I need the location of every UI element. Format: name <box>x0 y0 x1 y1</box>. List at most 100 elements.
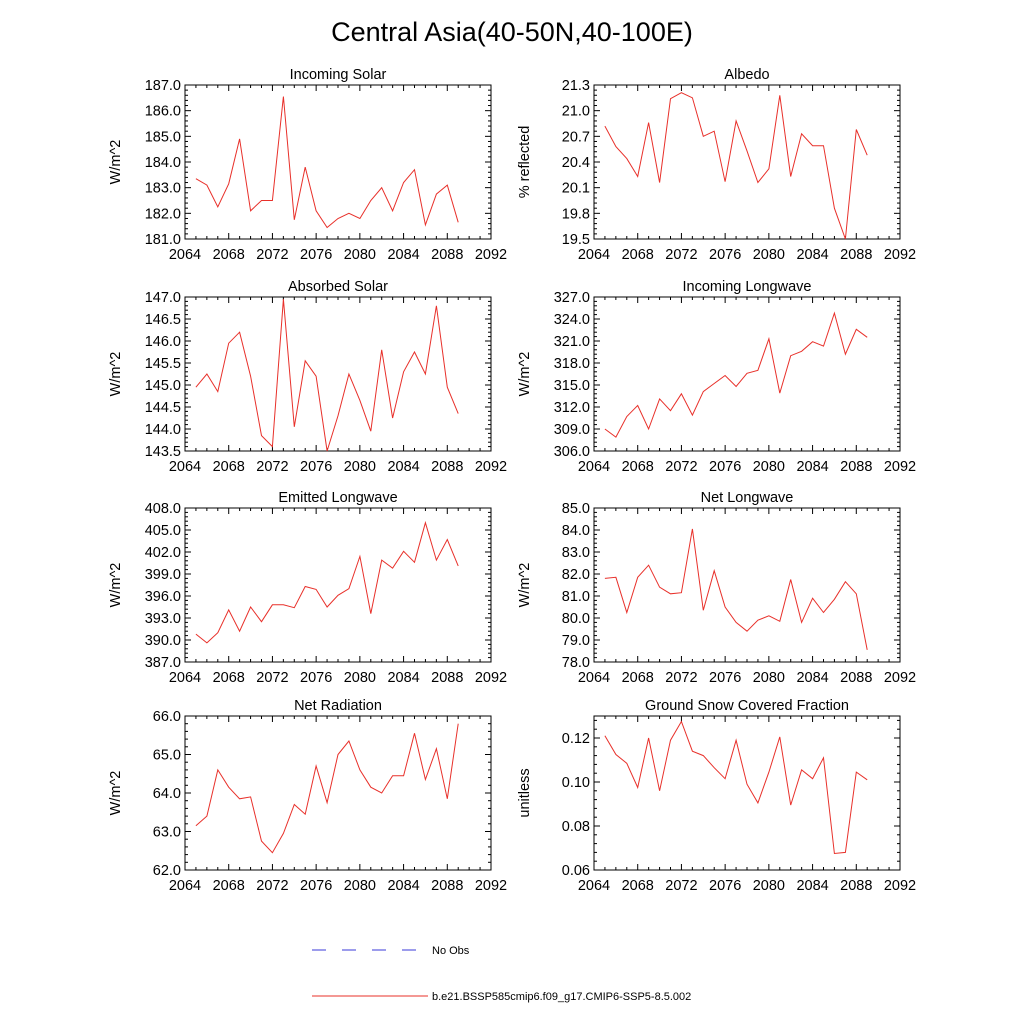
y-tick-label: 399.0 <box>145 567 181 583</box>
series-line-albedo <box>604 92 868 240</box>
y-tick-label: 83.0 <box>562 545 590 561</box>
x-tick-label: 2072 <box>665 459 697 475</box>
y-tick-label: 147.0 <box>145 290 181 306</box>
y-tick-label: 408.0 <box>145 501 181 517</box>
x-tick-label: 2084 <box>387 670 419 686</box>
y-tick-label: 145.0 <box>145 378 181 394</box>
legend-no-obs-label: No Obs <box>432 945 470 957</box>
x-tick-label: 2088 <box>840 878 872 894</box>
y-tick-label: 321.0 <box>554 334 590 350</box>
y-tick-label: 0.12 <box>562 731 590 747</box>
y-tick-label: 20.1 <box>562 181 590 197</box>
series-line-net-longwave <box>604 528 868 650</box>
x-tick-label: 2088 <box>431 878 463 894</box>
panel-title: Net Radiation <box>294 698 382 714</box>
y-axis-label: W/m^2 <box>108 140 124 185</box>
series-line-absorbed-solar <box>195 299 459 452</box>
y-tick-label: 19.8 <box>562 206 590 222</box>
y-tick-label: 390.0 <box>145 633 181 649</box>
x-tick-label: 2068 <box>213 878 245 894</box>
y-tick-label: 144.0 <box>145 422 181 438</box>
x-tick-label: 2072 <box>256 878 288 894</box>
panel-title: Ground Snow Covered Fraction <box>645 698 849 714</box>
x-tick-label: 2092 <box>884 878 916 894</box>
legend-model-label: b.e21.BSSP585cmip6.f09_g17.CMIP6-SSP5-8.… <box>432 991 691 1003</box>
y-tick-label: 20.4 <box>562 155 590 171</box>
panel-emitted-longwave: Emitted Longwave W/m^2 2064 2068 2072 2076 208… <box>108 490 507 686</box>
x-tick-label: 2092 <box>475 878 507 894</box>
y-tick-label: 0.06 <box>562 863 590 879</box>
panel-net-radiation: Net Radiation W/m^2 2064 2068 2072 2076 2080 20… <box>108 698 507 894</box>
y-tick-label: 82.0 <box>562 567 590 583</box>
x-tick-label: 2064 <box>169 247 201 263</box>
y-tick-label: 80.0 <box>562 611 590 627</box>
series-line-incoming-solar <box>195 96 459 229</box>
y-tick-label: 85.0 <box>562 501 590 517</box>
y-tick-label: 19.5 <box>562 232 590 248</box>
y-tick-label: 327.0 <box>554 290 590 306</box>
x-tick-label: 2092 <box>475 670 507 686</box>
y-tick-label: 182.0 <box>145 206 181 222</box>
panel-title: Absorbed Solar <box>288 279 388 295</box>
x-tick-label: 2092 <box>475 459 507 475</box>
x-tick-label: 2076 <box>709 247 741 263</box>
y-axis-label: % reflected <box>517 126 533 199</box>
x-tick-label: 2088 <box>840 459 872 475</box>
y-tick-label: 306.0 <box>554 444 590 460</box>
y-axis-label: W/m^2 <box>108 352 124 397</box>
x-tick-label: 2068 <box>213 459 245 475</box>
x-tick-label: 2064 <box>578 670 610 686</box>
x-tick-label: 2076 <box>709 878 741 894</box>
y-tick-label: 84.0 <box>562 523 590 539</box>
x-tick-label: 2076 <box>300 670 332 686</box>
plot-frame <box>593 507 901 663</box>
y-tick-label: 393.0 <box>145 611 181 627</box>
x-tick-label: 2084 <box>796 459 828 475</box>
y-tick-label: 146.0 <box>145 334 181 350</box>
plot-frame <box>184 715 492 871</box>
x-tick-label: 2080 <box>344 247 376 263</box>
y-axis-label: unitless <box>517 768 533 817</box>
y-tick-label: 396.0 <box>145 589 181 605</box>
x-tick-label: 2064 <box>578 247 610 263</box>
y-tick-label: 312.0 <box>554 400 590 416</box>
x-tick-label: 2084 <box>796 670 828 686</box>
x-tick-label: 2072 <box>665 878 697 894</box>
y-tick-label: 143.5 <box>145 444 181 460</box>
y-tick-label: 20.7 <box>562 129 590 145</box>
x-tick-label: 2080 <box>753 878 785 894</box>
y-tick-label: 0.08 <box>562 819 590 835</box>
plot-frame <box>184 84 492 240</box>
x-tick-label: 2064 <box>169 878 201 894</box>
y-tick-label: 387.0 <box>145 655 181 671</box>
y-tick-label: 21.0 <box>562 104 590 120</box>
y-tick-label: 62.0 <box>153 863 181 879</box>
x-tick-label: 2068 <box>213 670 245 686</box>
x-tick-label: 2092 <box>884 459 916 475</box>
x-tick-label: 2088 <box>431 670 463 686</box>
y-tick-label: 145.5 <box>145 356 181 372</box>
y-tick-label: 66.0 <box>153 709 181 725</box>
panel-albedo: Albedo % reflected 2064 2068 2072 2076 2080 208… <box>517 67 916 263</box>
y-axis-label: W/m^2 <box>517 352 533 397</box>
panel-title: Incoming Longwave <box>683 279 812 295</box>
y-tick-label: 21.3 <box>562 78 590 94</box>
x-tick-label: 2084 <box>796 247 828 263</box>
x-tick-label: 2084 <box>796 878 828 894</box>
y-tick-label: 185.0 <box>145 129 181 145</box>
plot-frame <box>593 715 901 871</box>
x-tick-label: 2092 <box>884 670 916 686</box>
x-tick-label: 2064 <box>578 878 610 894</box>
y-tick-label: 309.0 <box>554 422 590 438</box>
x-tick-label: 2080 <box>344 459 376 475</box>
x-tick-label: 2088 <box>840 247 872 263</box>
y-tick-label: 65.0 <box>153 748 181 764</box>
y-tick-label: 181.0 <box>145 232 181 248</box>
series-line-net-radiation <box>195 723 459 854</box>
figure-title: Central Asia(40-50N,40-100E) <box>331 17 693 47</box>
x-tick-label: 2080 <box>344 878 376 894</box>
y-tick-label: 183.0 <box>145 181 181 197</box>
y-axis-label: W/m^2 <box>108 563 124 608</box>
y-tick-label: 315.0 <box>554 378 590 394</box>
x-tick-label: 2068 <box>622 247 654 263</box>
